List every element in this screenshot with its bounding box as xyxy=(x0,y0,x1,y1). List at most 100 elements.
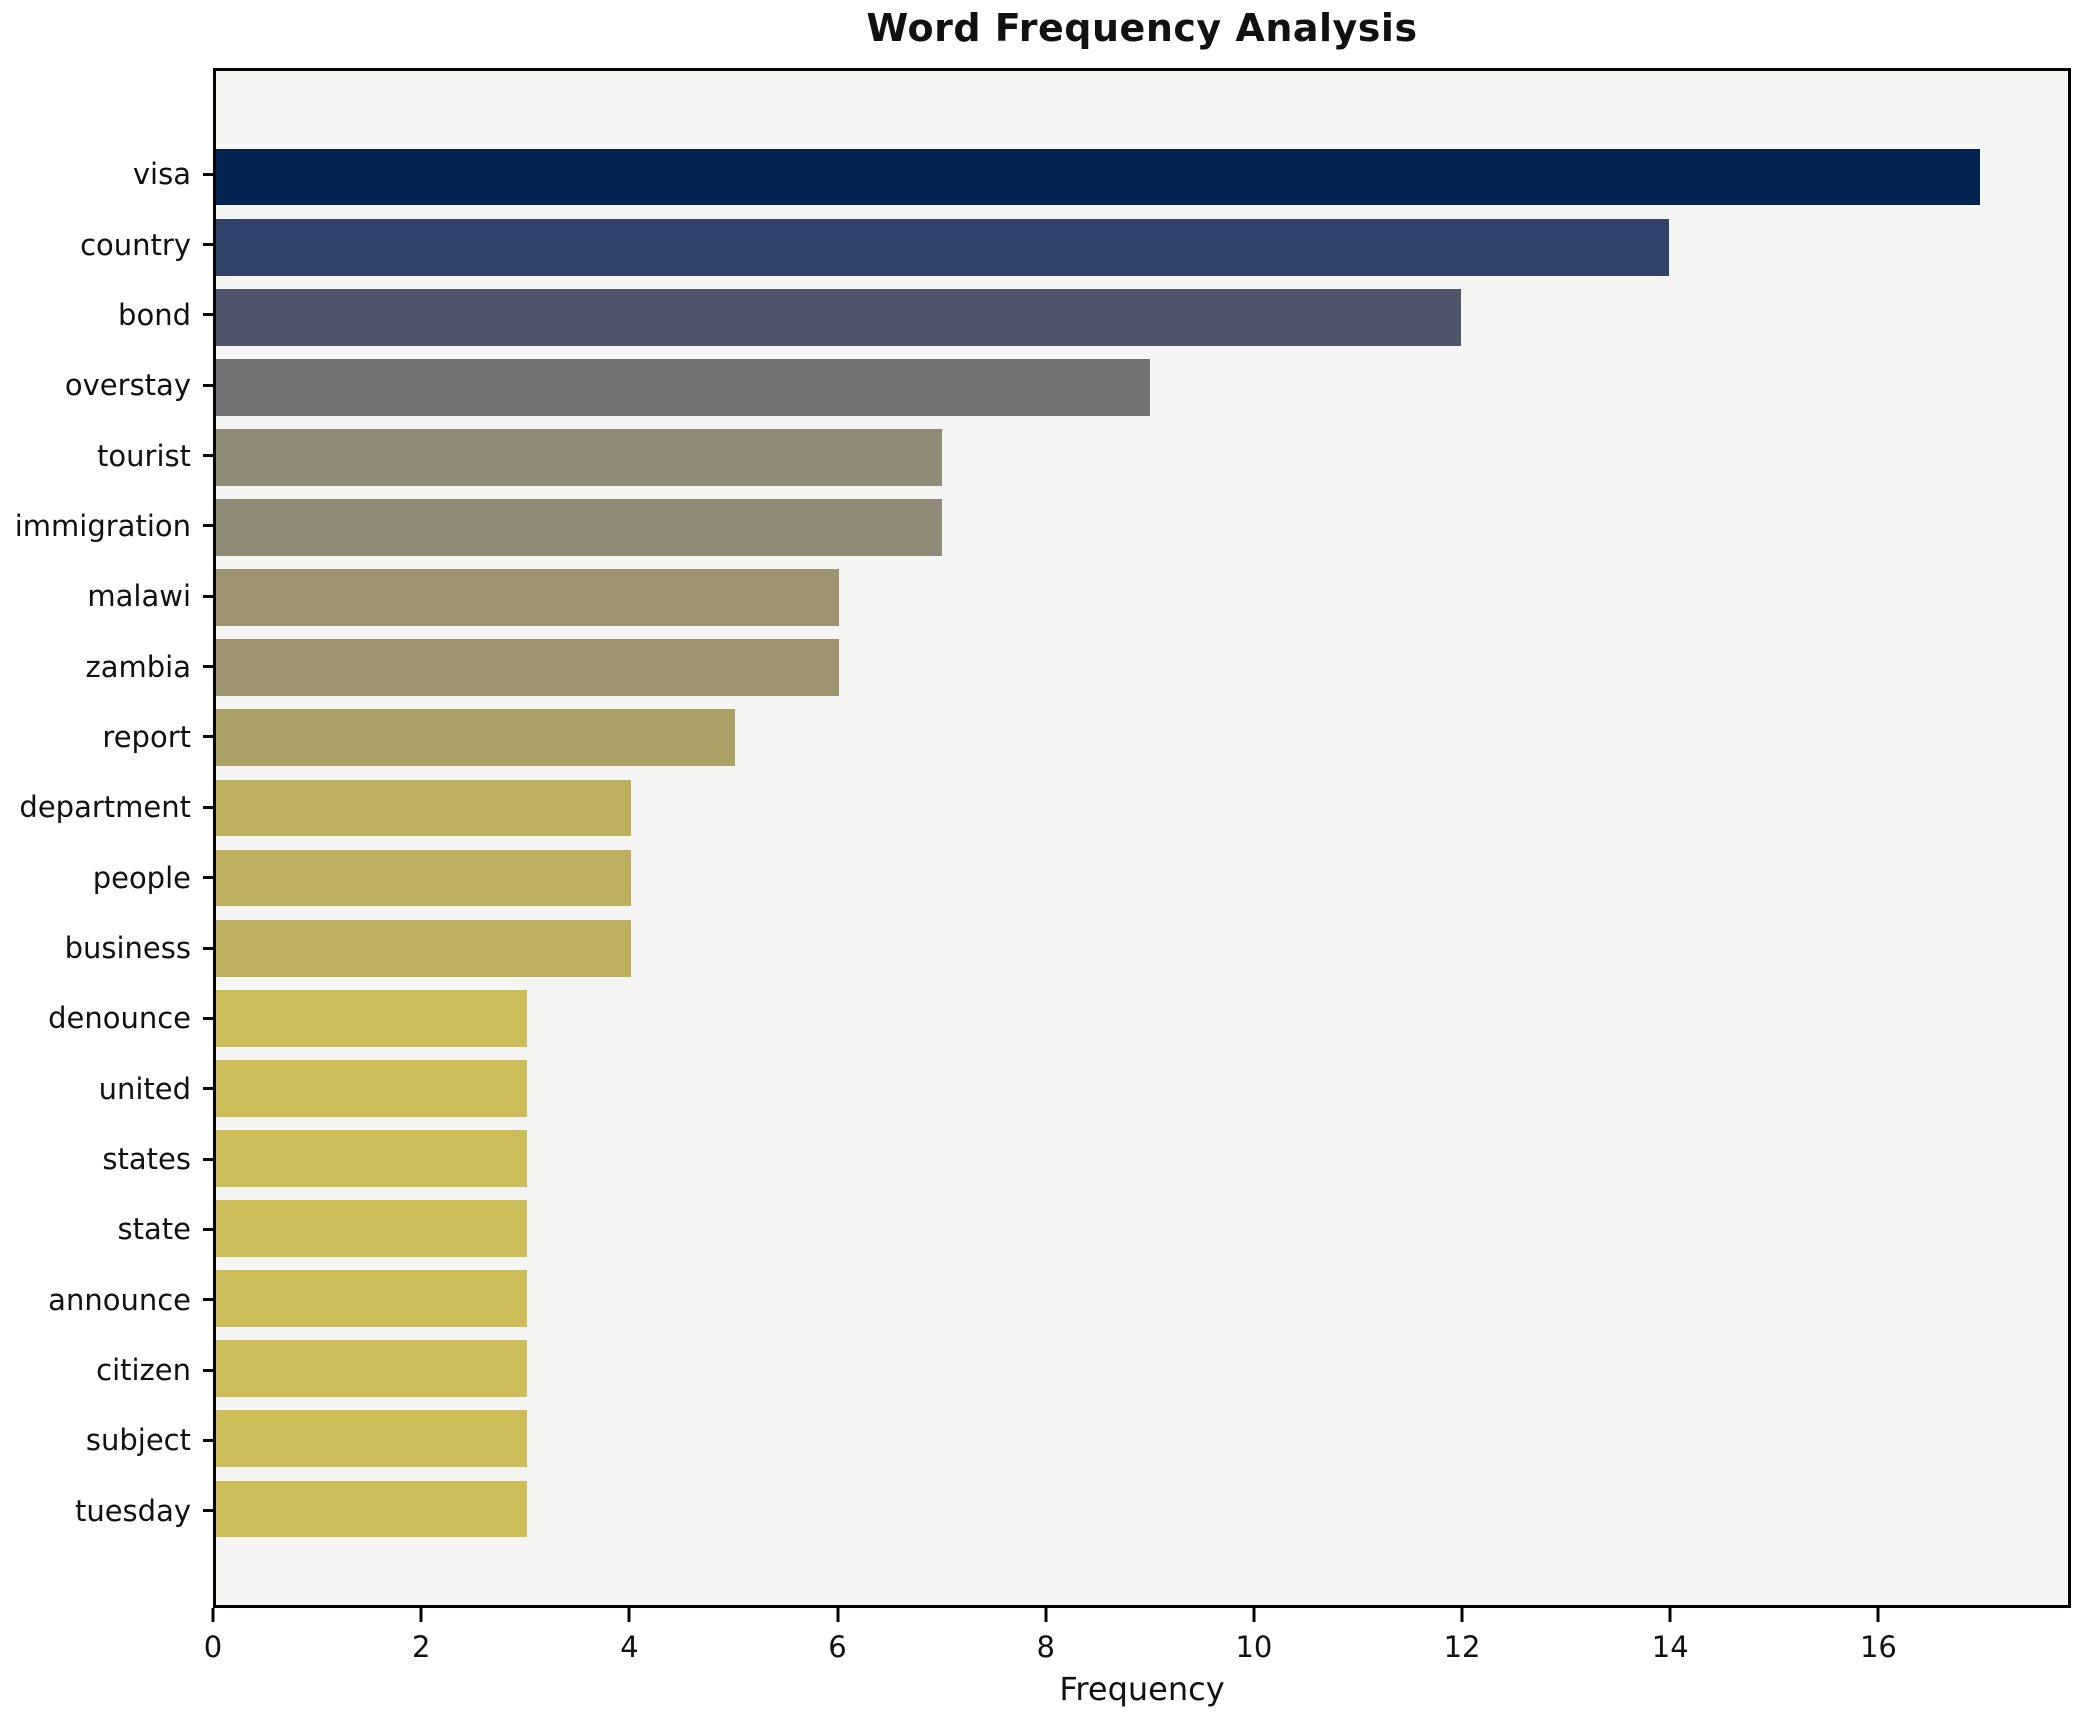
y-tick-label: zambia xyxy=(85,649,191,684)
y-tick-mark xyxy=(203,1157,213,1161)
x-axis-title: Frequency xyxy=(1059,1670,1225,1708)
bar-announce xyxy=(216,1270,528,1328)
y-tick-label: united xyxy=(98,1071,191,1106)
y-tick-label: immigration xyxy=(14,508,191,543)
y-axis-labels: visa country bond overstay tourist immigratio… xyxy=(0,139,213,1546)
bar-malawi xyxy=(216,569,839,627)
y-tick-mark xyxy=(203,876,213,880)
y-tick-mark xyxy=(203,454,213,458)
y-tick-mark xyxy=(203,383,213,387)
y-tick-row: subject xyxy=(0,1405,213,1475)
bar-visa xyxy=(216,148,1980,206)
x-tick-mark xyxy=(419,1608,423,1622)
y-tick-row: citizen xyxy=(0,1335,213,1405)
y-tick-label: states xyxy=(102,1142,191,1177)
y-tick-mark xyxy=(203,946,213,950)
y-tick-mark xyxy=(203,594,213,598)
bar-row xyxy=(216,352,2068,422)
bar-row xyxy=(216,843,2068,913)
y-tick-row: tourist xyxy=(0,420,213,490)
x-tick-label: 0 xyxy=(203,1630,223,1664)
bar-united xyxy=(216,1059,528,1117)
bar-immigration xyxy=(216,499,943,556)
bar-department xyxy=(216,779,631,837)
y-tick-label: people xyxy=(92,860,191,895)
bar-citizen xyxy=(216,1340,528,1398)
bar-row xyxy=(216,1404,2068,1474)
bar-row xyxy=(216,1123,2068,1193)
y-tick-label: state xyxy=(117,1212,191,1247)
bar-row xyxy=(216,703,2068,773)
bar-row xyxy=(216,1264,2068,1334)
x-tick-mark xyxy=(1252,1608,1256,1622)
y-tick-row: tuesday xyxy=(0,1476,213,1546)
y-tick-mark xyxy=(203,805,213,809)
bar-row xyxy=(216,422,2068,492)
y-tick-label: country xyxy=(80,227,191,262)
y-tick-row: people xyxy=(0,842,213,912)
y-tick-label: announce xyxy=(48,1282,191,1317)
y-tick-label: department xyxy=(19,790,191,825)
y-tick-mark xyxy=(203,1087,213,1091)
plot-area xyxy=(213,68,2071,1608)
y-tick-mark xyxy=(203,313,213,317)
y-tick-mark xyxy=(203,735,213,739)
bar-row xyxy=(216,913,2068,983)
bar-overstay xyxy=(216,358,1150,416)
bar-row xyxy=(216,1053,2068,1123)
y-tick-row: bond xyxy=(0,280,213,350)
y-tick-row: states xyxy=(0,1124,213,1194)
bar-row xyxy=(216,1334,2068,1404)
chart-title: Word Frequency Analysis xyxy=(866,6,1418,50)
bar-subject xyxy=(216,1410,528,1468)
x-tick-label: 12 xyxy=(1443,1630,1481,1664)
y-tick-label: bond xyxy=(118,297,191,332)
bar-bond xyxy=(216,288,1462,346)
y-tick-row: zambia xyxy=(0,631,213,701)
x-tick-label: 10 xyxy=(1235,1630,1273,1664)
bar-denounce xyxy=(216,989,528,1047)
y-tick-row: united xyxy=(0,1054,213,1124)
x-axis: 0 2 4 6 8 10 12 14 16 xyxy=(204,1608,2071,1722)
y-tick-label: subject xyxy=(85,1423,191,1458)
y-tick-row: immigration xyxy=(0,491,213,561)
x-tick-mark xyxy=(1460,1608,1464,1622)
y-tick-mark xyxy=(203,1016,213,1020)
bar-row xyxy=(216,282,2068,352)
x-tick-label: 6 xyxy=(828,1630,847,1664)
y-tick-mark xyxy=(203,1509,213,1513)
bar-row xyxy=(216,212,2068,282)
x-tick-mark xyxy=(1668,1608,1672,1622)
y-tick-mark xyxy=(203,172,213,176)
y-tick-row: denounce xyxy=(0,983,213,1053)
x-tick-mark xyxy=(627,1608,631,1622)
bar-report xyxy=(216,709,735,767)
y-tick-label: tuesday xyxy=(74,1493,191,1528)
y-tick-label: malawi xyxy=(87,579,191,614)
y-tick-mark xyxy=(203,1438,213,1442)
y-tick-mark xyxy=(203,1227,213,1231)
bars-layer xyxy=(216,142,2068,1544)
x-tick-label: 14 xyxy=(1651,1630,1689,1664)
y-tick-row: malawi xyxy=(0,561,213,631)
x-tick-label: 8 xyxy=(1036,1630,1055,1664)
bar-row xyxy=(216,563,2068,633)
bar-business xyxy=(216,919,631,977)
y-tick-row: overstay xyxy=(0,350,213,420)
bar-people xyxy=(216,849,631,907)
x-tick-label: 16 xyxy=(1859,1630,1897,1664)
y-tick-row: announce xyxy=(0,1265,213,1335)
y-tick-row: department xyxy=(0,772,213,842)
y-tick-label: tourist xyxy=(97,438,191,473)
x-tick-mark xyxy=(1044,1608,1048,1622)
y-tick-label: report xyxy=(102,719,191,754)
bar-country xyxy=(216,218,1669,276)
y-tick-label: citizen xyxy=(96,1353,191,1388)
y-tick-mark xyxy=(203,524,213,528)
bar-states xyxy=(216,1130,528,1187)
bar-state xyxy=(216,1200,528,1257)
y-tick-row: country xyxy=(0,209,213,279)
bar-row xyxy=(216,142,2068,212)
x-tick-label: 4 xyxy=(620,1630,639,1664)
x-tick-label: 2 xyxy=(411,1630,431,1664)
